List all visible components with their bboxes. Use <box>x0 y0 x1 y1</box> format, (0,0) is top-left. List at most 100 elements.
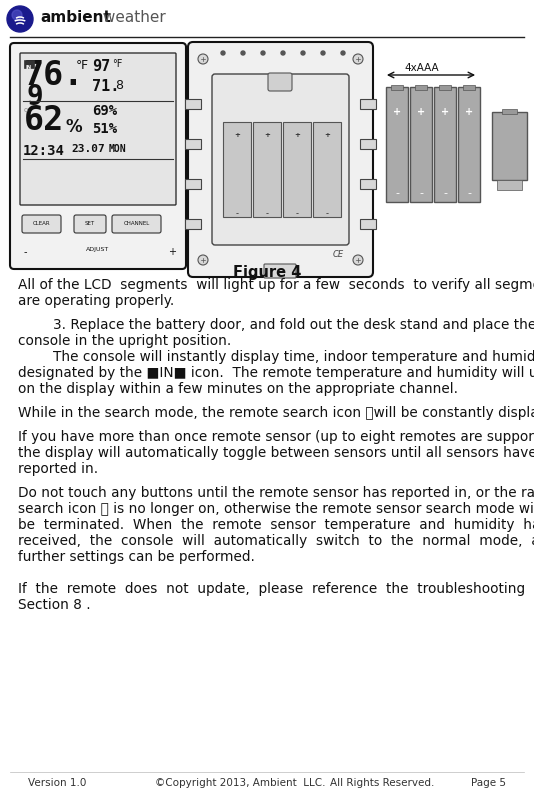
Text: F: F <box>81 59 88 72</box>
Bar <box>360 99 376 109</box>
Bar <box>410 87 432 202</box>
Text: received,  the  console  will  automatically  switch  to  the  normal  mode,  an: received, the console will automatically… <box>18 534 534 548</box>
Bar <box>283 122 311 217</box>
Text: ADJUST: ADJUST <box>87 247 109 252</box>
Text: ambient: ambient <box>40 10 111 25</box>
Text: CE: CE <box>333 250 344 259</box>
Text: +: + <box>441 107 449 117</box>
Text: designated by the ■IN■ icon.  The remote temperature and humidity will update: designated by the ■IN■ icon. The remote … <box>18 366 534 380</box>
Text: -: - <box>395 188 399 198</box>
Bar <box>458 87 480 202</box>
Bar <box>313 122 341 217</box>
Text: %: % <box>66 118 83 136</box>
Text: weather: weather <box>98 10 166 25</box>
Text: -: - <box>235 209 239 218</box>
Text: +: + <box>168 247 176 257</box>
Text: °F: °F <box>112 59 122 69</box>
Circle shape <box>221 51 225 55</box>
Bar <box>360 139 376 149</box>
Bar <box>223 122 251 217</box>
Text: If you have more than once remote sensor (up to eight remotes are supported),: If you have more than once remote sensor… <box>18 430 534 444</box>
Text: +: + <box>234 132 240 138</box>
FancyBboxPatch shape <box>268 73 292 91</box>
Text: °: ° <box>76 59 82 72</box>
Bar <box>497 180 522 190</box>
FancyBboxPatch shape <box>20 53 176 205</box>
Bar <box>492 112 527 180</box>
Bar <box>415 85 427 90</box>
Bar <box>185 99 201 109</box>
FancyBboxPatch shape <box>264 264 296 278</box>
Text: further settings can be performed.: further settings can be performed. <box>18 550 255 564</box>
Circle shape <box>301 51 305 55</box>
Bar <box>253 122 281 217</box>
Bar <box>386 87 408 202</box>
Circle shape <box>198 54 208 64</box>
FancyBboxPatch shape <box>212 74 349 245</box>
Text: +: + <box>465 107 473 117</box>
Text: 4xAAA: 4xAAA <box>404 63 438 73</box>
Text: 51%: 51% <box>92 122 117 136</box>
Bar <box>185 139 201 149</box>
FancyBboxPatch shape <box>24 60 34 68</box>
Text: 71.: 71. <box>92 79 120 94</box>
Text: All of the LCD  segments  will light up for a few  seconds  to verify all segmen: All of the LCD segments will light up fo… <box>18 278 534 292</box>
Text: The console will instantly display time, indoor temperature and humidity as: The console will instantly display time,… <box>18 350 534 364</box>
Text: Do not touch any buttons until the remote sensor has reported in, or the radio: Do not touch any buttons until the remot… <box>18 486 534 500</box>
Bar <box>502 109 517 114</box>
Text: MON: MON <box>109 144 127 154</box>
Text: 97: 97 <box>92 59 110 74</box>
Text: CLEAR: CLEAR <box>33 221 50 226</box>
Text: Figure 4: Figure 4 <box>233 265 301 280</box>
Text: 9: 9 <box>26 83 43 111</box>
Text: While in the search mode, the remote search icon ⍨will be constantly displayed.: While in the search mode, the remote sea… <box>18 406 534 420</box>
Text: Section 8 .: Section 8 . <box>18 598 91 612</box>
Text: ©Copyright 2013, Ambient  LLC.: ©Copyright 2013, Ambient LLC. <box>155 778 326 788</box>
Text: Version 1.0: Version 1.0 <box>28 778 87 788</box>
Text: +: + <box>294 132 300 138</box>
Text: 23.07: 23.07 <box>71 144 105 154</box>
Text: on the display within a few minutes on the appropriate channel.: on the display within a few minutes on t… <box>18 382 458 396</box>
Text: be  terminated.  When  the  remote  sensor  temperature  and  humidity  has  bee: be terminated. When the remote sensor te… <box>18 518 534 532</box>
Text: -: - <box>419 188 423 198</box>
Text: 12:34: 12:34 <box>23 144 65 158</box>
Circle shape <box>353 54 363 64</box>
Text: SET: SET <box>85 221 95 226</box>
Text: IN: IN <box>26 65 32 70</box>
Text: +: + <box>417 107 425 117</box>
Text: Page 5: Page 5 <box>471 778 506 788</box>
Bar <box>360 219 376 229</box>
Text: 3. Replace the battery door, and fold out the desk stand and place the: 3. Replace the battery door, and fold ou… <box>18 318 534 332</box>
Circle shape <box>261 51 265 55</box>
Circle shape <box>353 255 363 265</box>
Text: 62: 62 <box>24 104 64 137</box>
Text: are operating properly.: are operating properly. <box>18 294 174 308</box>
Circle shape <box>341 51 345 55</box>
Text: reported in.: reported in. <box>18 462 98 476</box>
Bar <box>463 85 475 90</box>
Bar <box>439 85 451 90</box>
Circle shape <box>241 51 245 55</box>
Text: console in the upright position.: console in the upright position. <box>18 334 231 348</box>
Text: search icon ⍨ is no longer on, otherwise the remote sensor search mode will: search icon ⍨ is no longer on, otherwise… <box>18 502 534 516</box>
Text: -: - <box>467 188 471 198</box>
Text: o: o <box>24 107 28 113</box>
Text: 8: 8 <box>115 79 123 92</box>
Circle shape <box>198 255 208 265</box>
Bar <box>360 179 376 189</box>
Text: All Rights Reserved.: All Rights Reserved. <box>330 778 434 788</box>
Text: +: + <box>393 107 401 117</box>
FancyBboxPatch shape <box>22 215 61 233</box>
Circle shape <box>7 6 33 32</box>
Text: 76.: 76. <box>24 59 84 92</box>
Text: 69%: 69% <box>92 104 117 118</box>
Text: -: - <box>443 188 447 198</box>
Text: CHANNEL: CHANNEL <box>123 221 150 226</box>
Bar <box>185 219 201 229</box>
Text: If  the  remote  does  not  update,  please  reference  the  troubleshooting  gu: If the remote does not update, please re… <box>18 582 534 596</box>
Text: +: + <box>264 132 270 138</box>
Text: -: - <box>295 209 299 218</box>
Bar <box>185 179 201 189</box>
Text: +: + <box>324 132 330 138</box>
FancyBboxPatch shape <box>188 42 373 277</box>
